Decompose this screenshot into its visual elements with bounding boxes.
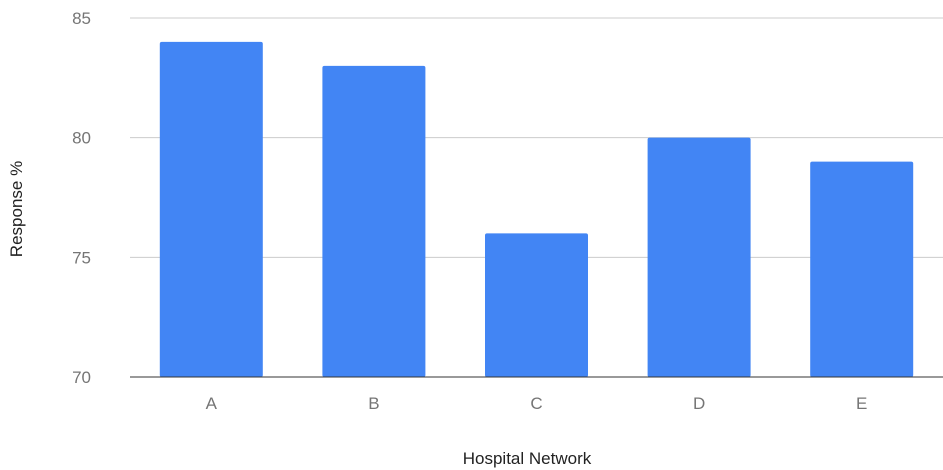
x-axis-title: Hospital Network [463, 449, 592, 468]
y-tick-label-75: 75 [72, 248, 91, 267]
x-tick-labels: A B C D E [206, 394, 868, 413]
x-tick-label-E: E [856, 394, 867, 413]
y-axis-title: Response % [7, 161, 26, 257]
bar-D [647, 137, 751, 377]
y-tick-label-80: 80 [72, 129, 91, 148]
y-tick-labels: 70 75 80 85 [72, 9, 91, 387]
x-tick-label-B: B [368, 394, 379, 413]
x-tick-label-C: C [530, 394, 542, 413]
y-tick-label-85: 85 [72, 9, 91, 28]
bars [159, 41, 914, 377]
bar-A [159, 41, 263, 377]
bar-C [485, 233, 588, 377]
x-tick-label-D: D [693, 394, 705, 413]
y-tick-label-70: 70 [72, 368, 91, 387]
x-tick-label-A: A [206, 394, 218, 413]
bar-B [322, 65, 426, 377]
bar-E [810, 161, 914, 377]
